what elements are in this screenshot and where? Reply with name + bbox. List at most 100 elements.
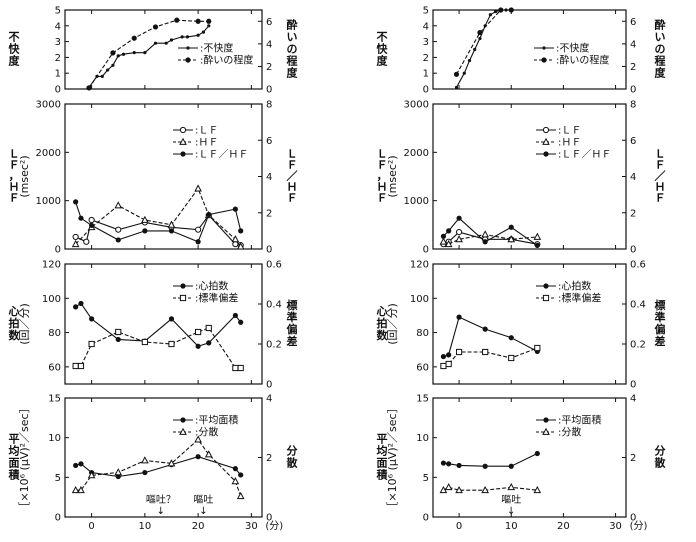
legend-marker [542, 126, 550, 134]
data-point [77, 485, 85, 494]
legend-marker [542, 294, 550, 302]
y-tick-label-right: 4 [630, 172, 636, 183]
data-point [508, 354, 515, 362]
data-point [507, 235, 516, 243]
data-point [481, 230, 489, 238]
data-point [493, 9, 498, 14]
data-point [180, 35, 184, 39]
data-point [114, 468, 123, 476]
data-point [87, 471, 96, 479]
data-point [444, 239, 453, 248]
y-tick-label-left: 2 [55, 53, 61, 64]
series-line [75, 456, 242, 478]
data-point [237, 364, 244, 372]
y-axis-unit-left: (msec²) [386, 155, 399, 197]
legend-marker [179, 427, 187, 435]
data-point [100, 74, 104, 78]
data-point [238, 319, 244, 325]
series-line [75, 438, 242, 497]
data-point [534, 344, 541, 352]
legend-label: :酔いの程度 [556, 54, 609, 67]
y-tick-label-right: 0.4 [266, 300, 282, 311]
y-tick-label-right: 0 [266, 85, 272, 96]
data-point [508, 463, 514, 469]
data-point [446, 461, 452, 467]
data-point [446, 352, 452, 358]
y-tick-label-left: 3 [423, 37, 429, 48]
annotation-arrow: ↓ [157, 506, 165, 517]
data-point [473, 47, 477, 52]
data-point [142, 469, 148, 476]
annotation-label: 嘔吐 [501, 494, 521, 506]
series-line [75, 327, 241, 369]
data-point [195, 454, 201, 460]
data-point [121, 52, 126, 56]
data-point [116, 54, 120, 58]
y-tick-label-right: 0.2 [266, 340, 282, 351]
legend-marker [543, 283, 549, 289]
y-axis-label-right: ＬＦ／ＨＦ [287, 148, 298, 205]
data-point [482, 348, 489, 356]
y-tick-label-right: 4 [266, 172, 272, 183]
data-point [232, 206, 238, 212]
data-point [111, 63, 115, 67]
x-tick-label: 30 [245, 521, 258, 532]
legend-label: :ＨＦ [558, 138, 581, 149]
y-tick-label-left: 0 [55, 85, 61, 96]
legend-marker [542, 137, 550, 145]
legend-marker [543, 151, 549, 157]
data-point [206, 211, 212, 218]
legend-label: :分散 [195, 426, 218, 439]
data-point [231, 235, 240, 243]
y-tick-label-right: 0 [266, 513, 272, 524]
y-tick-label-left: 15 [416, 394, 429, 405]
data-point [73, 462, 79, 469]
x-axis-unit: (分) [265, 520, 283, 532]
y-axis-label-left: 不快度 [376, 31, 389, 68]
y-axis-label-right: 分散 [655, 444, 667, 470]
data-point [482, 463, 488, 469]
annotation-arrow: ↓ [507, 506, 515, 517]
data-point [207, 24, 211, 28]
data-point [238, 228, 244, 234]
data-point [78, 215, 84, 221]
plot-frame [432, 103, 627, 250]
y-tick-label-left: 60 [416, 362, 429, 373]
data-point [467, 58, 472, 63]
data-point [115, 328, 122, 336]
data-point [153, 41, 158, 45]
x-axis-unit: (分) [630, 520, 648, 532]
y-tick-label-left: 5 [423, 6, 429, 17]
legend-label: :平均面積 [558, 414, 601, 427]
legend-label: :ＬＦ／ＨＦ [558, 149, 611, 161]
chart-panel: 0 1 2 3 4 5 0 2 4 6 不快度 酔いの程度:不快度:酔いの程度 [8, 6, 299, 96]
x-tick-label: 0 [456, 521, 462, 532]
series-line [75, 187, 242, 247]
data-point [446, 228, 452, 234]
data-point [115, 226, 122, 233]
y-tick-label-left: 1000 [404, 196, 429, 207]
y-axis-unit-left: ［×10⁶ (μV)²／sec］ [18, 402, 31, 512]
y-tick-label-left: 1 [55, 69, 61, 80]
y-tick-label-left: 0 [55, 513, 61, 524]
data-point [201, 30, 206, 34]
data-point [232, 364, 239, 372]
series-line [88, 25, 210, 88]
data-point [132, 51, 136, 55]
x-tick-label: 30 [609, 521, 622, 532]
y-axis-label-left: 平均面積 [376, 433, 389, 482]
y-tick-label-left: 0 [55, 245, 61, 256]
x-tick-label: 20 [192, 521, 205, 532]
y-tick-label-right: 6 [630, 17, 636, 28]
data-point [508, 335, 514, 341]
y-axis-label-left: 心拍数 [9, 305, 21, 342]
data-point [169, 38, 174, 42]
data-point [164, 41, 168, 45]
data-point [72, 233, 79, 241]
x-tick-label: 0 [88, 521, 94, 532]
data-point [152, 24, 159, 30]
legend-marker [542, 46, 546, 50]
legend-marker [542, 427, 550, 435]
y-axis-label-left: 平均面積 [8, 433, 21, 482]
